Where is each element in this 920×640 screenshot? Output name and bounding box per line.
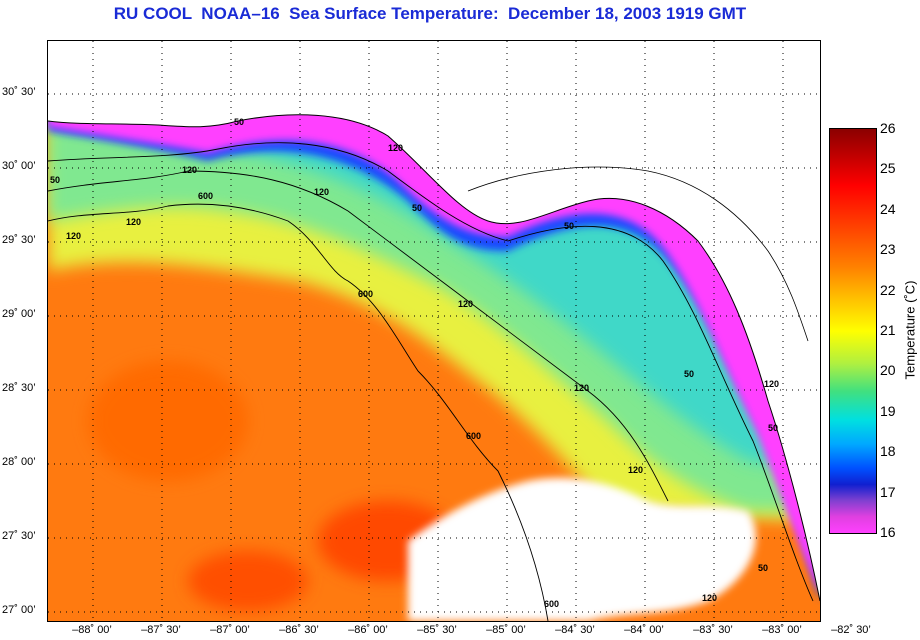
- contour-label: 600: [198, 191, 213, 201]
- contour-label: 120: [388, 143, 403, 153]
- lat-label: 27˚ 30’: [2, 530, 36, 542]
- contour-label: 50: [234, 117, 244, 127]
- state-line: [467, 166, 809, 342]
- lat-label: 30˚ 00’: [2, 160, 36, 172]
- contour-600: [48, 203, 549, 621]
- lon-label: –85˚ 00’: [486, 624, 526, 636]
- colorbar-tick: 26: [880, 120, 896, 136]
- colorbar-tick: 23: [880, 241, 896, 257]
- colorbar-tick: 21: [880, 322, 896, 338]
- colorbar-tick: 16: [880, 524, 896, 540]
- colorbar-tick: 20: [880, 362, 896, 378]
- colorbar-tick: 19: [880, 403, 896, 419]
- contour-label: 50: [564, 221, 574, 231]
- lat-label: 29˚ 30’: [2, 234, 36, 246]
- lon-label: –82˚ 30’: [831, 624, 871, 636]
- lat-label: 28˚ 30’: [2, 382, 36, 394]
- contour-label: 120: [182, 165, 197, 175]
- contour-50: [48, 142, 814, 602]
- lon-label: –86˚ 00’: [348, 624, 388, 636]
- sst-map-canvas: 50 120 600 120 50 120 50 600 120 120 600…: [48, 41, 820, 621]
- contour-label: 50: [50, 175, 60, 185]
- lat-label: 27˚ 00’: [2, 604, 36, 616]
- contour-label: 50: [758, 563, 768, 573]
- graticule: [48, 41, 820, 621]
- contour-label: 120: [702, 593, 717, 603]
- sst-map[interactable]: 50 120 600 120 50 120 50 600 120 120 600…: [47, 40, 821, 622]
- contour-label: 600: [544, 599, 559, 609]
- lon-label: –83˚ 00’: [762, 624, 802, 636]
- contour-label: 120: [574, 383, 589, 393]
- contour-label: 120: [628, 465, 643, 475]
- lon-label: –84˚ 30’: [555, 624, 595, 636]
- lat-label: 30˚ 30’: [2, 86, 36, 98]
- lon-label: –85˚ 30’: [417, 624, 457, 636]
- contour-label: 50: [684, 369, 694, 379]
- lon-label: –84˚ 00’: [624, 624, 664, 636]
- contour-label: 120: [66, 231, 81, 241]
- land-mass: [48, 41, 820, 601]
- colorbar-tick: 24: [880, 201, 896, 217]
- map-title: RU COOL NOAA–16 Sea Surface Temperature:…: [113, 4, 747, 23]
- contour-120: [48, 170, 669, 502]
- colorbar-tick: 18: [880, 443, 896, 459]
- colorbar-tick: 17: [880, 484, 896, 500]
- contour-label: 120: [458, 299, 473, 309]
- contour-label: 120: [764, 379, 779, 389]
- lat-label: 29˚ 00’: [2, 308, 36, 320]
- contour-label: 50: [412, 203, 422, 213]
- contour-label: 600: [358, 289, 373, 299]
- coastline: [48, 114, 820, 602]
- depth-contours: [48, 142, 814, 621]
- lon-label: –86˚ 30’: [279, 624, 319, 636]
- lon-label: –87˚ 00’: [210, 624, 250, 636]
- contour-label: 120: [314, 187, 329, 197]
- contour-labels: 50 120 600 120 50 120 50 600 120 120 600…: [50, 117, 779, 609]
- lon-label: –88˚ 00’: [72, 624, 112, 636]
- lat-label: 28˚ 00’: [2, 456, 36, 468]
- colorbar-tick: 22: [880, 282, 896, 298]
- contour-label: 50: [768, 423, 778, 433]
- lon-label: –87˚ 30’: [141, 624, 181, 636]
- contour-label: 120: [126, 217, 141, 227]
- colorbar-tick: 25: [880, 160, 896, 176]
- contour-label: 600: [466, 431, 481, 441]
- lon-label: –83˚ 30’: [693, 624, 733, 636]
- cloud-cover: [408, 477, 756, 621]
- colorbar-title: Temperature (˚C): [902, 280, 918, 380]
- temperature-colorbar: [829, 128, 877, 534]
